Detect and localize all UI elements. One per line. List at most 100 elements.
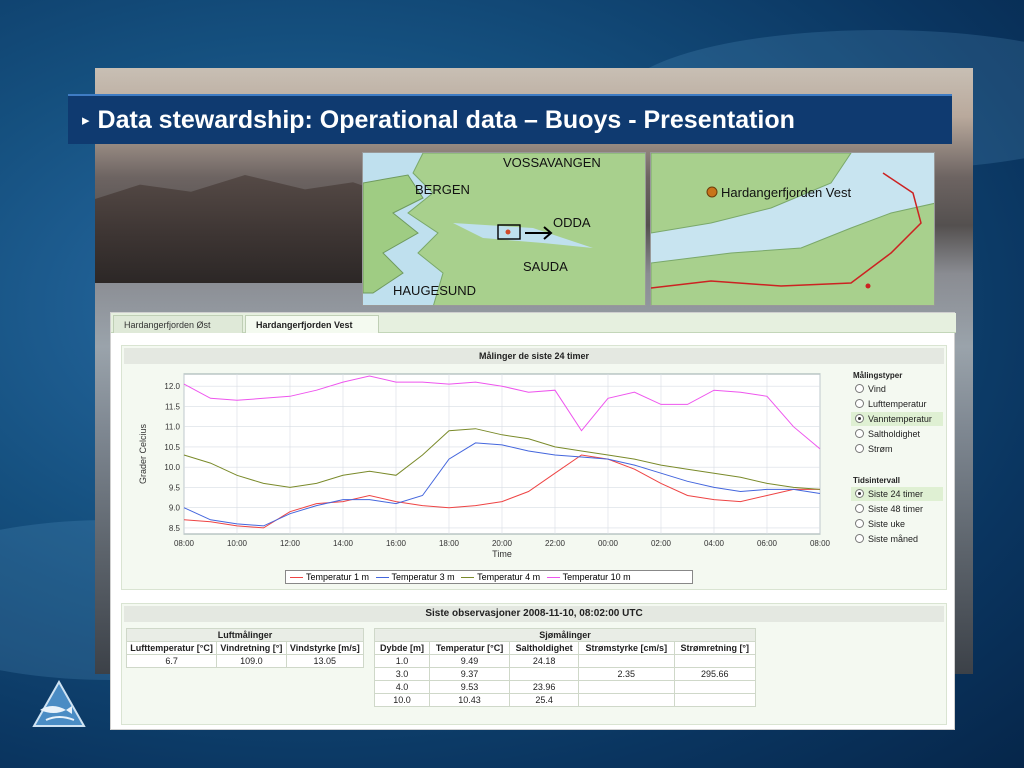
legend-swatch (461, 577, 475, 579)
legend-label: Temperatur 4 m (477, 572, 541, 582)
table-cell: 1.0 (374, 654, 430, 668)
radio-label: Siste 24 timer (868, 489, 924, 499)
x-tick-label: 14:00 (333, 539, 354, 548)
detail-map-graphic (651, 153, 934, 305)
table-cell (673, 680, 756, 694)
table-cell: 6.7 (125, 654, 218, 668)
y-tick-label: 11.5 (165, 402, 181, 411)
legend-swatch (546, 577, 560, 579)
table-cell (578, 680, 675, 694)
x-tick-label: 18:00 (439, 539, 460, 548)
table-header: Strømretning [°] (673, 641, 756, 655)
table-cell: 10.0 (374, 693, 430, 707)
series-line-2 (183, 428, 821, 490)
table-cell: 13.05 (285, 654, 365, 668)
x-tick-label: 04:00 (704, 539, 725, 548)
tab-hardangerfjorden-vest[interactable]: Hardangerfjorden Vest (245, 315, 379, 333)
table-header: Lufttemperatur [°C] (125, 641, 218, 655)
radio-label: Vanntemperatur (868, 414, 932, 424)
radio-vind[interactable]: Vind (851, 382, 943, 396)
radio-siste-uke[interactable]: Siste uke (851, 517, 943, 531)
table-cell: 109.0 (216, 654, 287, 668)
y-tick-label: 10.5 (164, 443, 180, 452)
radio-label: Saltholdighet (868, 429, 921, 439)
radio-siste-24-timer[interactable]: Siste 24 timer (851, 487, 943, 501)
photo-hills (95, 175, 395, 283)
region-map: VOSSAVANGEN BERGEN ODDA SAUDA HAUGESUND (362, 152, 646, 306)
x-tick-label: 12:00 (280, 539, 301, 548)
x-tick-label: 08:00 (810, 539, 831, 548)
institute-logo-icon (32, 680, 86, 727)
table-row: 1.0 9.49 24.18 (374, 654, 756, 668)
table-header: Saltholdighet (509, 641, 580, 655)
table-row: 3.0 9.37 2.35 295.66 (374, 667, 756, 681)
table-cell: 295.66 (673, 667, 756, 681)
slide-title-bar: ▸ Data stewardship: Operational data – B… (68, 94, 952, 144)
table-cell: 9.53 (428, 680, 511, 694)
table-cell: 2.35 (578, 667, 675, 681)
table-cell: 23.96 (509, 680, 580, 694)
detail-map: Hardangerfjorden Vest (650, 152, 935, 306)
air-group-title: Luftmålinger (126, 628, 364, 642)
map-label-odda: ODDA (553, 215, 591, 230)
table-cell (673, 693, 756, 707)
radio-label: Siste 48 timer (868, 504, 924, 514)
x-tick-label: 16:00 (386, 539, 407, 548)
table-header: Strømstyrke [cm/s] (578, 641, 675, 655)
radio-label: Lufttemperatur (868, 399, 927, 409)
table-cell: 25.4 (509, 693, 580, 707)
table-cell: 24.18 (509, 654, 580, 668)
radio-vanntemperatur[interactable]: Vanntemperatur (851, 412, 943, 426)
radio-siste-48-timer[interactable]: Siste 48 timer (851, 502, 943, 516)
tab-hardangerfjorden-ost[interactable]: Hardangerfjorden Øst (113, 315, 243, 333)
series-line-0 (183, 454, 820, 529)
table-cell (578, 693, 675, 707)
radio-selected-icon (855, 414, 864, 423)
legend-item-4m: Temperatur 4 m (461, 571, 540, 583)
legend-swatch (290, 577, 303, 579)
temperature-chart: 8.5 9.0 9.5 10.0 10.5 11.0 11.5 12.0 08:00 10:00 1… (138, 373, 831, 559)
radio-circle-icon (855, 399, 864, 408)
y-tick-label: 10.0 (164, 463, 180, 472)
radio-label: Siste uke (868, 519, 906, 529)
table-row: 4.0 9.53 23.96 (374, 680, 756, 694)
radio-strom[interactable]: Strøm (851, 442, 943, 456)
radio-selected-icon (855, 489, 864, 498)
y-tick-label: 12.0 (164, 382, 180, 391)
x-tick-label: 06:00 (757, 539, 778, 548)
map-label-vossavangen: VOSSAVANGEN (503, 155, 601, 170)
title-bullet-icon: ▸ (82, 112, 90, 129)
y-tick-label: 11.0 (165, 423, 181, 432)
radio-siste-maned[interactable]: Siste måned (851, 532, 943, 546)
map-label-buoy: Hardangerfjorden Vest (721, 185, 852, 200)
radio-saltholdighet[interactable]: Saltholdighet (851, 427, 943, 441)
radio-circle-icon (855, 534, 864, 543)
legend-swatch (375, 577, 389, 579)
table-cell (673, 654, 756, 668)
radio-label: Strøm (868, 444, 893, 454)
chart-legend: Temperatur 1 m Temperatur 3 m Temperatur… (285, 570, 693, 584)
legend-item-3m: Temperatur 3 m (375, 571, 455, 583)
observations-title: Siste observasjoner 2008-11-10, 08:02:00… (124, 606, 944, 622)
table-cell: 9.37 (428, 667, 511, 681)
buoy-app-panel: Hardangerfjorden Øst Hardangerfjorden Ve… (110, 312, 956, 730)
radio-label: Siste måned (868, 534, 919, 544)
chart-title: Målinger de siste 24 timer (124, 348, 944, 364)
x-axis-label: Time (492, 549, 512, 559)
table-header: Vindretning [°] (216, 641, 287, 655)
table-row: 6.7 109.0 13.05 (125, 654, 365, 668)
y-tick-label: 9.5 (169, 483, 181, 492)
radio-circle-icon (855, 504, 864, 513)
legend-label: Temperatur 1 m (306, 572, 370, 582)
y-tick-label: 8.5 (169, 524, 181, 533)
tab-bar: Hardangerfjorden Øst Hardangerfjorden Ve… (111, 313, 956, 333)
radio-lufttemperatur[interactable]: Lufttemperatur (851, 397, 943, 411)
radio-circle-icon (855, 519, 864, 528)
measurement-types-title: Målingstyper (853, 371, 903, 380)
y-axis-label: Grader Celcius (138, 423, 148, 484)
table-header: Temperatur [°C] (428, 641, 511, 655)
slide-title: Data stewardship: Operational data – Buo… (97, 105, 795, 134)
sea-measurements-table: Sjømålinger Dybde [m] Temperatur [°C] Sa… (374, 628, 756, 707)
x-tick-label: 22:00 (545, 539, 566, 548)
x-tick-label: 02:00 (651, 539, 672, 548)
